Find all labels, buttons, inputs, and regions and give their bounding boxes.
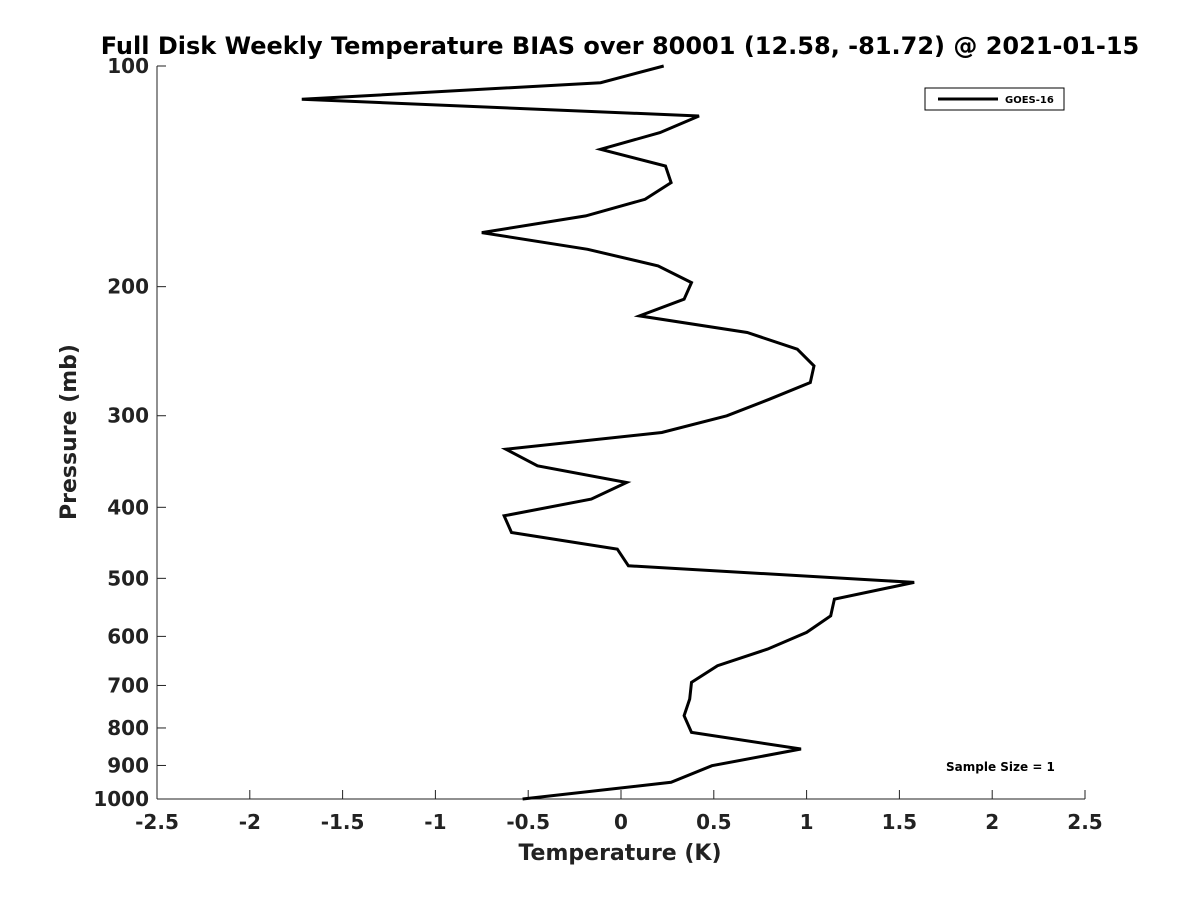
y-tick-label: 600 <box>107 624 149 648</box>
x-tick-label: -1 <box>424 810 446 834</box>
x-tick-label: 1 <box>800 810 814 834</box>
x-tick-label: -2.5 <box>135 810 179 834</box>
y-tick-label: 400 <box>107 495 149 519</box>
y-tick-label: 300 <box>107 404 149 428</box>
x-tick-label: 2.5 <box>1067 810 1102 834</box>
y-axis-label: Pressure (mb) <box>57 344 82 520</box>
y-tick-label: 500 <box>107 566 149 590</box>
x-tick-label: 0.5 <box>696 810 731 834</box>
y-tick-label: 900 <box>107 753 149 777</box>
chart-title: Full Disk Weekly Temperature BIAS over 8… <box>101 32 1140 60</box>
x-axis-ticks: -2.5 -2 -1.5 -1 -0.5 0 0.5 1 1.5 2 2.5 <box>135 790 1103 834</box>
y-tick-label: 700 <box>107 673 149 697</box>
x-tick-label: 0 <box>614 810 628 834</box>
sample-size-annotation: Sample Size = 1 <box>946 760 1055 774</box>
y-tick-label: 100 <box>107 54 149 78</box>
x-tick-label: -0.5 <box>506 810 550 834</box>
x-tick-label: 2 <box>985 810 999 834</box>
x-tick-label: -2 <box>239 810 261 834</box>
legend: GOES-16 <box>924 87 1065 111</box>
y-tick-label: 1000 <box>93 787 149 811</box>
series-group <box>301 64 915 801</box>
y-tick-label: 200 <box>107 275 149 299</box>
y-axis-ticks: 100 200 300 400 500 600 700 800 900 1000 <box>93 54 166 811</box>
legend-label-goes-16: GOES-16 <box>1005 95 1054 106</box>
x-tick-label: 1.5 <box>882 810 917 834</box>
y-tick-label: 800 <box>107 716 149 740</box>
x-axis-label: Temperature (K) <box>518 841 721 866</box>
x-tick-label: -1.5 <box>321 810 365 834</box>
series-line-goes-16 <box>301 64 915 801</box>
